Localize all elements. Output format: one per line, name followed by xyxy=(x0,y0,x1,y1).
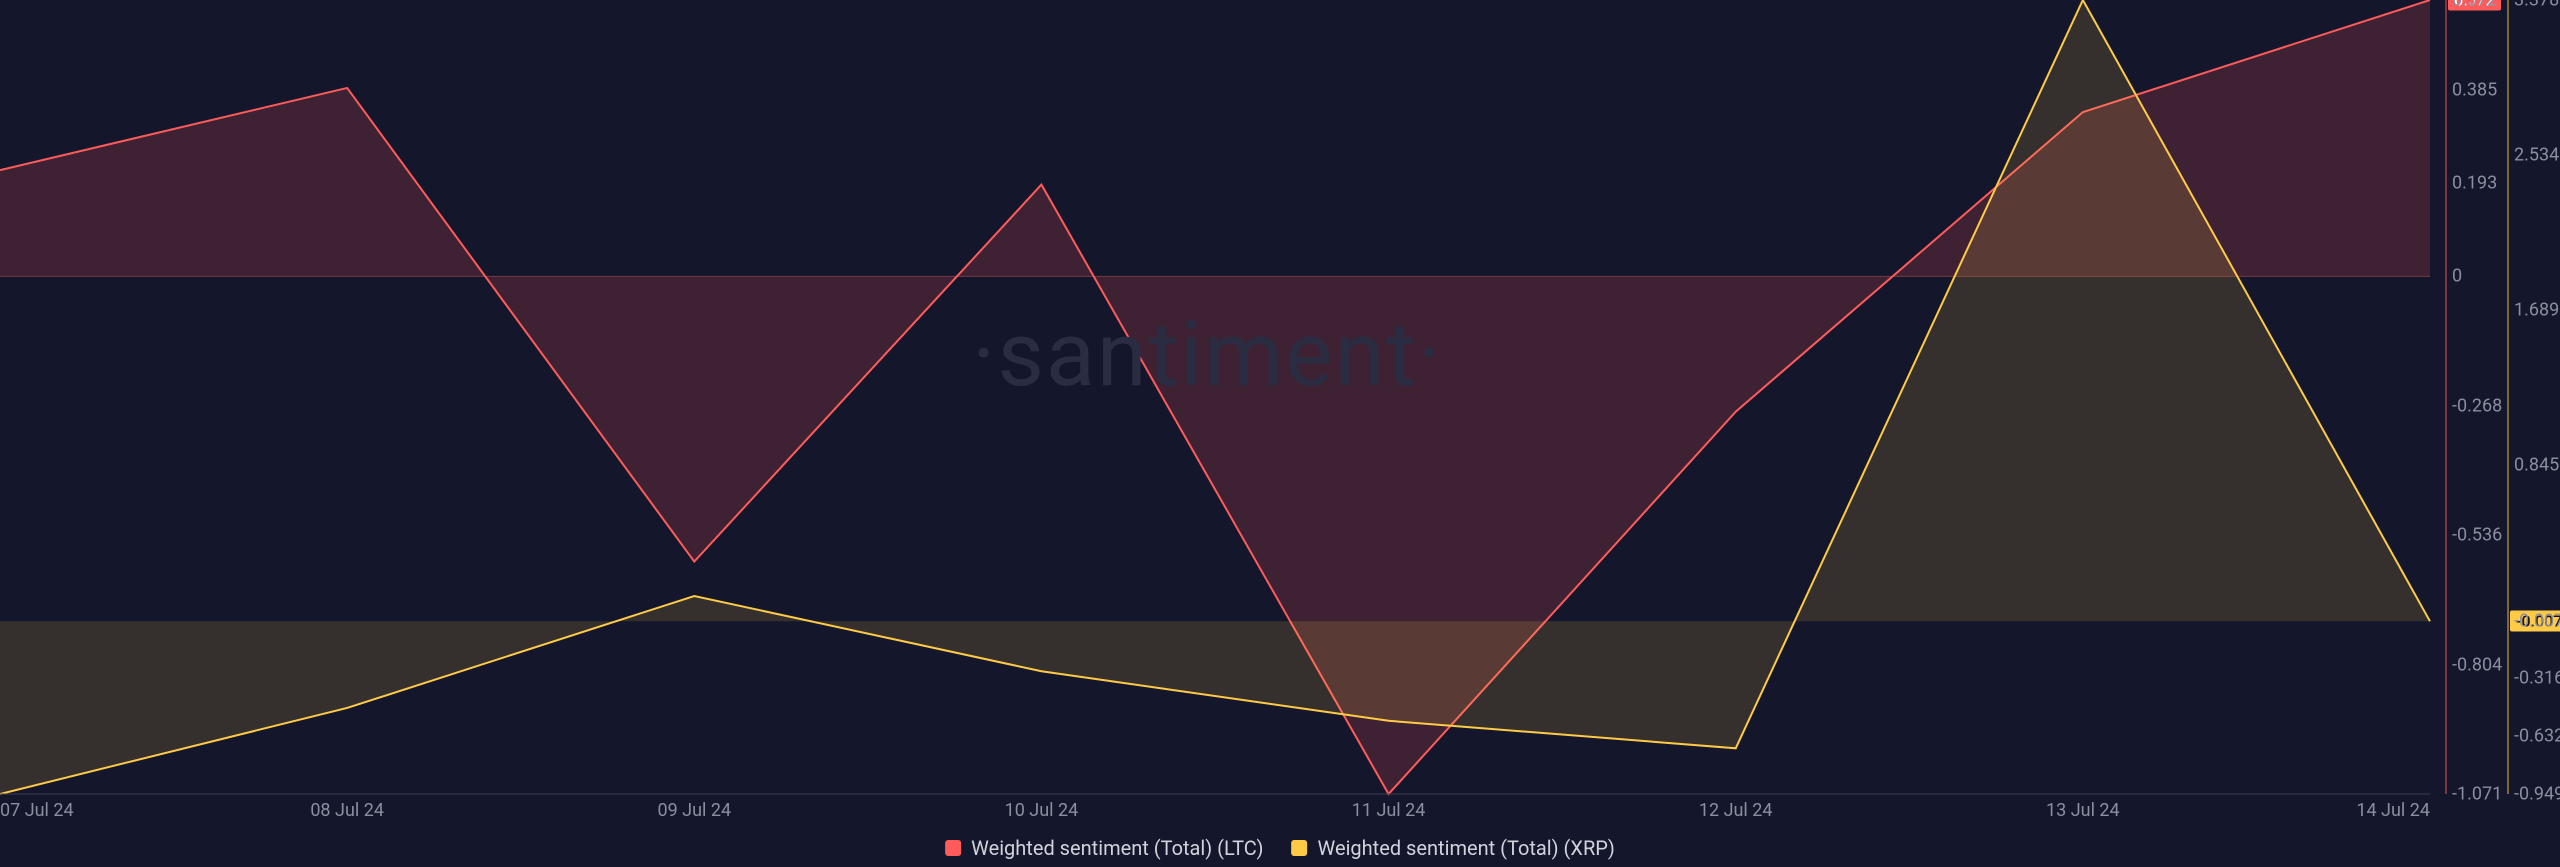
x-tick: 11 Jul 24 xyxy=(1352,800,1426,821)
y-tick-ltc: 0.572 xyxy=(2452,0,2497,11)
y-tick-ltc: 0.193 xyxy=(2452,173,2497,194)
legend-swatch-ltc xyxy=(945,840,961,856)
y-tick-xrp: -0.00786 xyxy=(2514,611,2560,632)
x-tick: 12 Jul 24 xyxy=(1699,800,1773,821)
x-tick: 07 Jul 24 xyxy=(0,800,74,821)
legend-swatch-xrp xyxy=(1292,840,1308,856)
x-tick: 09 Jul 24 xyxy=(657,800,731,821)
y-tick-ltc: 0.385 xyxy=(2452,80,2497,101)
x-tick: 08 Jul 24 xyxy=(310,800,384,821)
y-tick-ltc: -0.268 xyxy=(2452,395,2502,416)
legend: Weighted sentiment (Total) (LTC) Weighte… xyxy=(945,836,1615,860)
y-tick-xrp: 3.378 xyxy=(2514,0,2559,11)
y-tick-xrp: -0.316 xyxy=(2514,667,2560,688)
y-tick-xrp: 0.845 xyxy=(2514,454,2559,475)
legend-label-xrp: Weighted sentiment (Total) (XRP) xyxy=(1318,836,1615,860)
y-tick-ltc: -0.804 xyxy=(2452,654,2502,675)
y-tick-ltc: 0 xyxy=(2452,266,2462,287)
x-tick: 14 Jul 24 xyxy=(2356,800,2430,821)
legend-item-ltc: Weighted sentiment (Total) (LTC) xyxy=(945,836,1263,860)
x-tick: 13 Jul 24 xyxy=(2046,800,2120,821)
y-tick-xrp: 1.689 xyxy=(2514,299,2559,320)
y-tick-ltc: -0.536 xyxy=(2452,525,2502,546)
y-tick-xrp: -0.632 xyxy=(2514,725,2560,746)
y-tick-xrp: -0.949 xyxy=(2514,784,2560,805)
legend-label-ltc: Weighted sentiment (Total) (LTC) xyxy=(971,836,1263,860)
y-tick-xrp: 2.534 xyxy=(2514,144,2559,165)
legend-item-xrp: Weighted sentiment (Total) (XRP) xyxy=(1292,836,1615,860)
y-tick-ltc: -1.071 xyxy=(2452,784,2502,805)
plot-svg xyxy=(0,0,2560,867)
x-tick: 10 Jul 24 xyxy=(1005,800,1079,821)
sentiment-chart: ·santiment· Weighted sentiment (Total) (… xyxy=(0,0,2560,867)
